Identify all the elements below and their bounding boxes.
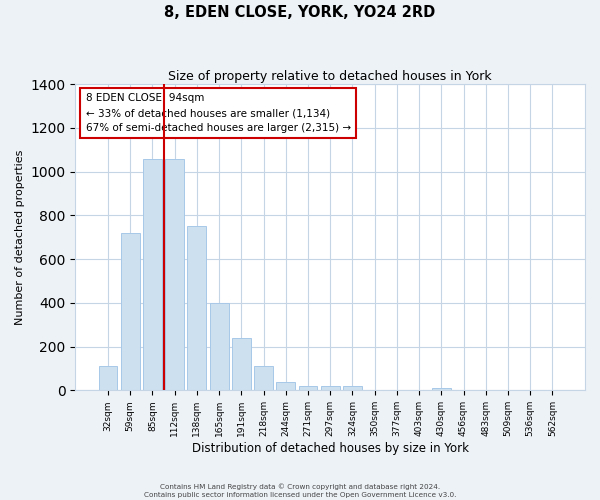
Bar [321,386,340,390]
Text: 8, EDEN CLOSE, YORK, YO24 2RD: 8, EDEN CLOSE, YORK, YO24 2RD [164,5,436,20]
Bar [121,233,140,390]
Bar [187,226,206,390]
Bar [165,158,184,390]
Bar [299,386,317,390]
Title: Size of property relative to detached houses in York: Size of property relative to detached ho… [169,70,492,83]
Bar [143,158,162,390]
Y-axis label: Number of detached properties: Number of detached properties [15,150,25,325]
Text: 8 EDEN CLOSE: 94sqm
← 33% of detached houses are smaller (1,134)
67% of semi-det: 8 EDEN CLOSE: 94sqm ← 33% of detached ho… [86,94,351,133]
Bar [343,386,362,390]
Bar [98,366,118,390]
Bar [232,338,251,390]
Bar [254,366,273,390]
X-axis label: Distribution of detached houses by size in York: Distribution of detached houses by size … [192,442,469,455]
Bar [277,382,295,390]
Bar [432,388,451,390]
Bar [209,303,229,390]
Text: Contains HM Land Registry data © Crown copyright and database right 2024.
Contai: Contains HM Land Registry data © Crown c… [144,484,456,498]
